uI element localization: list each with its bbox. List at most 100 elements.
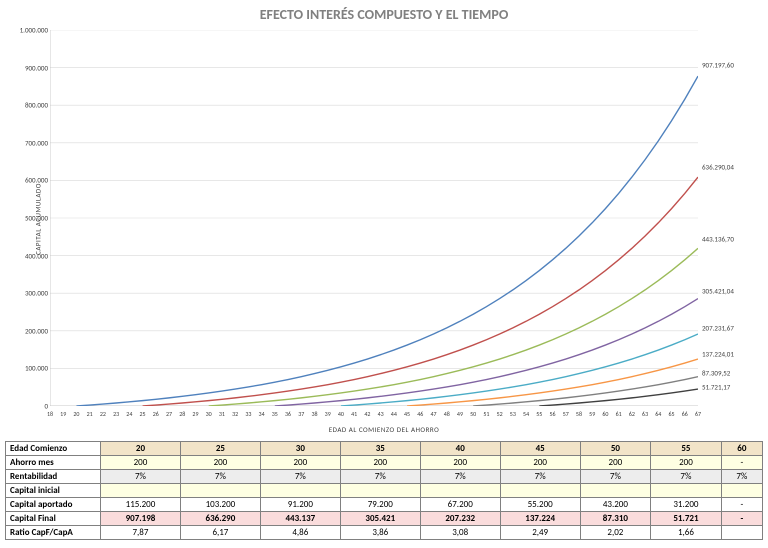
series-end-label: 87.309,52 xyxy=(702,369,730,378)
x-tick: 62 xyxy=(629,410,635,418)
cell xyxy=(500,484,580,498)
cell: 200 xyxy=(651,456,722,470)
cell xyxy=(420,484,500,498)
cell: 7% xyxy=(580,470,651,484)
x-tick: 66 xyxy=(682,410,688,418)
x-tick: 21 xyxy=(87,410,93,418)
x-tick: 27 xyxy=(166,410,172,418)
x-tick: 60 xyxy=(602,410,608,418)
x-tick: 24 xyxy=(126,410,132,418)
cell: 115.200 xyxy=(101,498,181,512)
x-tick: 18 xyxy=(47,410,53,418)
cell xyxy=(180,484,260,498)
cell: 51.721 xyxy=(651,512,722,526)
y-tick: 600.000 xyxy=(12,176,48,185)
cell: 40 xyxy=(420,442,500,456)
x-tick: 64 xyxy=(655,410,661,418)
cell: 200 xyxy=(580,456,651,470)
y-tick: 400.000 xyxy=(12,251,48,260)
cell: 79.200 xyxy=(340,498,420,512)
x-tick: 50 xyxy=(470,410,476,418)
cell: 4,86 xyxy=(260,526,340,540)
x-tick: 22 xyxy=(100,410,106,418)
x-tick: 58 xyxy=(576,410,582,418)
y-tick: 700.000 xyxy=(12,138,48,147)
y-tick: 1.000.000 xyxy=(12,26,48,35)
x-tick: 29 xyxy=(192,410,198,418)
cell: 6,17 xyxy=(180,526,260,540)
x-tick: 34 xyxy=(259,410,265,418)
cell xyxy=(580,484,651,498)
x-tick: 54 xyxy=(523,410,529,418)
cell: 7% xyxy=(651,470,722,484)
y-tick: 200.000 xyxy=(12,326,48,335)
x-tick: 43 xyxy=(378,410,384,418)
cell: 31.200 xyxy=(651,498,722,512)
x-tick: 44 xyxy=(391,410,397,418)
x-tick: 61 xyxy=(616,410,622,418)
series-end-label: 636.290,04 xyxy=(702,162,734,171)
cell: 91.200 xyxy=(260,498,340,512)
cell xyxy=(260,484,340,498)
series-end-label: 137.224,01 xyxy=(702,350,734,359)
x-tick: 67 xyxy=(695,410,701,418)
cell: 7% xyxy=(340,470,420,484)
x-tick: 33 xyxy=(245,410,251,418)
cell: 45 xyxy=(500,442,580,456)
x-tick: 23 xyxy=(113,410,119,418)
cell: 207.232 xyxy=(420,512,500,526)
cell: 1,66 xyxy=(651,526,722,540)
x-tick: 63 xyxy=(642,410,648,418)
cell xyxy=(651,484,722,498)
cell: 200 xyxy=(500,456,580,470)
x-tick: 47 xyxy=(430,410,436,418)
cell xyxy=(101,484,181,498)
row-contributed: Capital aportado xyxy=(6,498,101,512)
x-tick: 19 xyxy=(60,410,66,418)
x-tick: 51 xyxy=(483,410,489,418)
y-tick: 300.000 xyxy=(12,289,48,298)
cell xyxy=(721,484,762,498)
series-end-label: 907.197,60 xyxy=(702,60,734,69)
cell: 55 xyxy=(651,442,722,456)
x-tick: 46 xyxy=(417,410,423,418)
cell: 200 xyxy=(420,456,500,470)
cell: 7,87 xyxy=(101,526,181,540)
x-tick: 26 xyxy=(153,410,159,418)
cell: 103.200 xyxy=(180,498,260,512)
row-monthly: Ahorro mes xyxy=(6,456,101,470)
x-tick: 32 xyxy=(232,410,238,418)
cell: 137.224 xyxy=(500,512,580,526)
cell: 67.200 xyxy=(420,498,500,512)
series-end-label: 305.421,04 xyxy=(702,287,734,296)
row-return: Rentabilidad xyxy=(6,470,101,484)
row-ratio: Ratio CapF/CapA xyxy=(6,526,101,540)
y-tick: 100.000 xyxy=(12,364,48,373)
cell: 7% xyxy=(500,470,580,484)
cell: 200 xyxy=(340,456,420,470)
x-tick: 65 xyxy=(669,410,675,418)
cell: 30 xyxy=(260,442,340,456)
y-tick: 800.000 xyxy=(12,101,48,110)
x-tick: 49 xyxy=(457,410,463,418)
y-tick: 900.000 xyxy=(12,63,48,72)
x-tick: 53 xyxy=(510,410,516,418)
cell: 2,49 xyxy=(500,526,580,540)
x-tick: 40 xyxy=(338,410,344,418)
cell: 35 xyxy=(340,442,420,456)
cell: 7% xyxy=(101,470,181,484)
compound-interest-chart: EFECTO INTERÉS COMPUESTO Y EL TIEMPO CAP… xyxy=(0,0,768,438)
cell: 25 xyxy=(180,442,260,456)
data-table: Edad Comienzo202530354045505560Ahorro me… xyxy=(5,441,763,540)
x-tick: 42 xyxy=(364,410,370,418)
row-initial: Capital inicial xyxy=(6,484,101,498)
cell: 3,86 xyxy=(340,526,420,540)
x-tick: 31 xyxy=(219,410,225,418)
x-tick: 30 xyxy=(206,410,212,418)
x-tick: 55 xyxy=(536,410,542,418)
cell: 7% xyxy=(420,470,500,484)
x-tick: 36 xyxy=(285,410,291,418)
cell xyxy=(340,484,420,498)
x-tick: 28 xyxy=(179,410,185,418)
cell: 55.200 xyxy=(500,498,580,512)
